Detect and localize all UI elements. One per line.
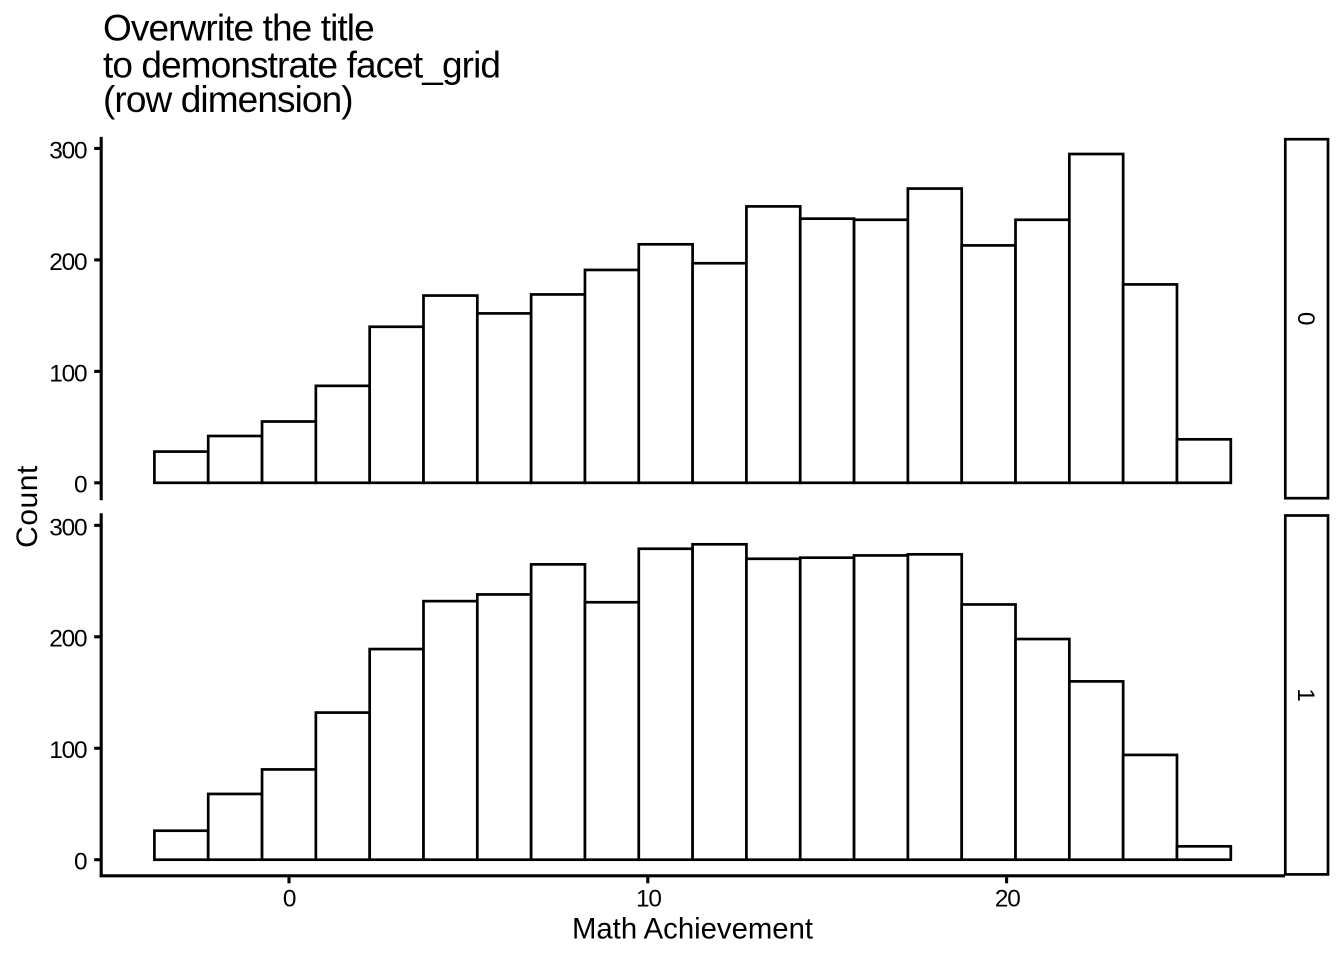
- svg-text:Math Achievement: Math Achievement: [572, 913, 813, 946]
- svg-text:(row dimension): (row dimension): [103, 79, 353, 120]
- svg-text:0: 0: [74, 472, 87, 499]
- svg-text:to demonstrate facet_grid: to demonstrate facet_grid: [103, 45, 500, 86]
- svg-text:1: 1: [1292, 688, 1319, 702]
- svg-text:0: 0: [283, 886, 296, 913]
- svg-text:300: 300: [49, 514, 87, 541]
- svg-text:Overwrite the title: Overwrite the title: [103, 8, 374, 49]
- svg-text:100: 100: [49, 360, 87, 387]
- svg-text:10: 10: [636, 886, 661, 913]
- svg-text:300: 300: [49, 137, 87, 164]
- svg-text:Count: Count: [11, 465, 44, 548]
- svg-text:100: 100: [49, 737, 87, 764]
- svg-text:0: 0: [74, 849, 87, 876]
- svg-text:20: 20: [995, 886, 1020, 913]
- svg-text:0: 0: [1292, 312, 1319, 326]
- svg-text:200: 200: [49, 626, 87, 653]
- svg-text:200: 200: [49, 249, 87, 276]
